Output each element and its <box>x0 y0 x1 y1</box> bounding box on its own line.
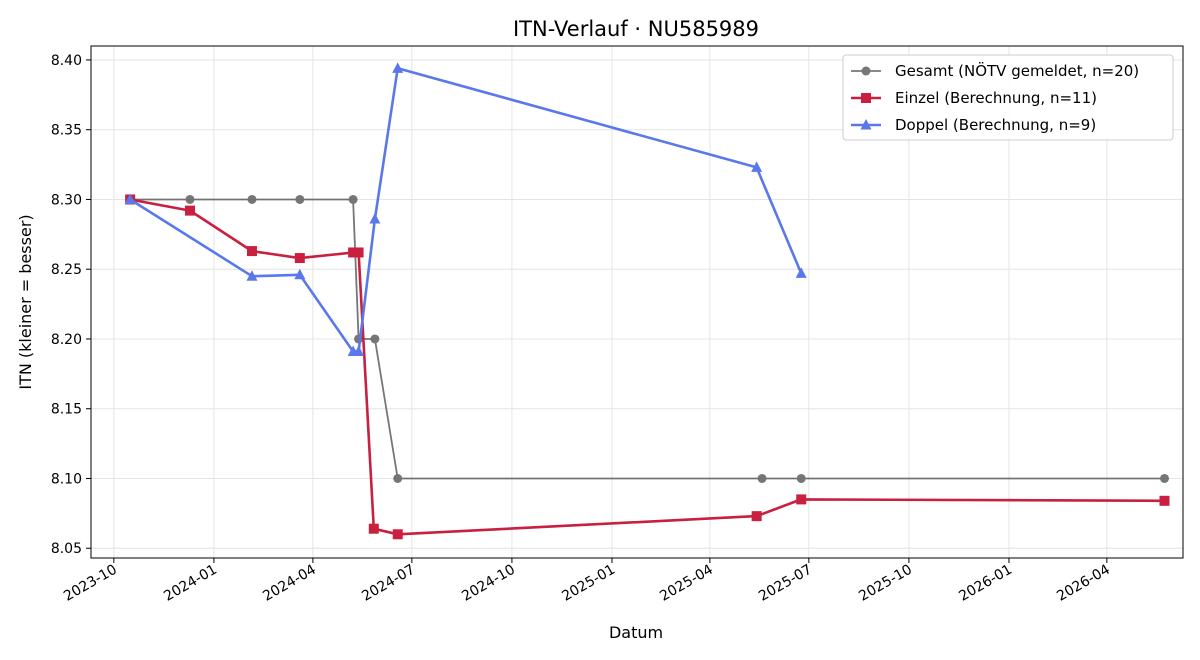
data-point <box>185 194 195 204</box>
data-point <box>295 194 305 204</box>
legend-box <box>842 54 1174 141</box>
y-axis-label: ITN (kleiner = besser) <box>16 214 35 389</box>
data-point <box>246 246 257 257</box>
legend-marker <box>861 66 871 76</box>
legend-item <box>851 66 881 76</box>
legend: Gesamt (NÖTV gemeldet, n=20) Einzel (Bere… <box>842 54 1174 141</box>
data-point <box>348 194 358 204</box>
legend-label: Einzel (Berechnung, n=11) <box>895 89 1097 107</box>
y-tick-label: 8.05 <box>51 541 82 557</box>
y-tick-label: 8.30 <box>51 192 82 208</box>
data-point <box>393 473 403 483</box>
y-tick-label: 8.10 <box>51 471 82 487</box>
data-point <box>246 270 258 281</box>
data-point <box>353 247 364 258</box>
data-point <box>370 334 380 344</box>
series-2 <box>124 62 807 357</box>
series-1 <box>125 194 1170 540</box>
data-point <box>796 473 806 483</box>
legend-label: Doppel (Berechnung, n=9) <box>895 116 1096 134</box>
y-tick-label: 8.35 <box>51 123 82 139</box>
data-point <box>795 267 807 278</box>
data-point <box>348 247 359 258</box>
legend-item <box>851 119 881 130</box>
x-axis-label: Datum <box>609 623 663 642</box>
legend-label: Gesamt (NÖTV gemeldet, n=20) <box>895 61 1139 80</box>
data-point <box>353 345 365 357</box>
plot-frame <box>90 45 1184 559</box>
legend-marker <box>861 93 871 103</box>
data-point <box>1159 495 1170 506</box>
data-point <box>294 253 305 264</box>
data-point <box>392 62 404 73</box>
data-point <box>184 205 195 216</box>
y-axis: 8.05 8.10 8.15 8.20 8.25 8.30 8.35 8.40 <box>51 53 91 557</box>
data-point <box>757 473 767 483</box>
series-layer <box>124 62 1170 540</box>
data-point <box>392 529 403 540</box>
data-point <box>796 494 807 505</box>
data-point <box>368 523 379 534</box>
data-point <box>369 212 381 224</box>
data-point <box>751 511 762 522</box>
data-point <box>294 268 306 280</box>
data-point <box>247 194 257 204</box>
y-tick-label: 8.40 <box>51 53 82 69</box>
y-tick-label: 8.20 <box>51 332 82 348</box>
data-point <box>124 193 136 204</box>
chart-title: ITN-Verlauf · NU585989 <box>513 17 759 41</box>
data-point <box>1160 473 1170 483</box>
y-tick-label: 8.25 <box>51 262 82 278</box>
y-tick-label: 8.15 <box>51 402 82 418</box>
legend-marker <box>860 119 872 130</box>
legend-item <box>851 93 881 103</box>
data-point <box>751 161 763 172</box>
